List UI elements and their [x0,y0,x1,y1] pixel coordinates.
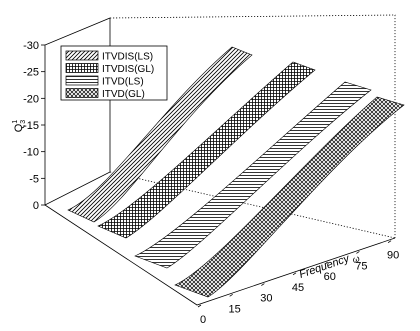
legend-label: ITVD(GL) [102,89,145,100]
frequency-tick-label: 45 [292,282,304,294]
z-tick-label: -5 [29,173,39,185]
surface-itvdgl [174,96,405,298]
frequency-tick-label: 75 [355,260,367,272]
frequency-tick-label: 0 [200,314,206,326]
frequency-tick-label: 15 [229,303,241,315]
legend-label: ITVDIS(LS) [102,52,153,63]
z-axis: -30 -25 -20 -15 -10 -5 0 Q13 [12,40,45,212]
z-tick-label: -20 [23,93,39,105]
frequency-tick-label: 60 [324,271,336,283]
frequency-tick [229,293,233,297]
z-tick-label: -30 [23,40,39,52]
legend-swatch [65,75,99,86]
legend-label: ITVD(LS) [102,77,144,88]
z-tick-label: 0 [33,200,39,212]
surface-itvdls [134,81,372,269]
z-tick-label: -15 [23,120,39,132]
frequency-tick [292,272,297,276]
legend-label: ITVDIS(GL) [102,64,154,75]
legend-swatch [65,88,99,98]
legend: ITVDIS(LS)ITVDIS(GL) ITVD(LS)ITVD(GL) [60,45,168,101]
surface-itvdisgl [97,61,316,239]
frequency-tick [356,251,360,254]
floor-edges [44,204,396,306]
z-tick-label: -25 [23,67,39,79]
frequency-tick [387,240,392,244]
legend-swatch [65,50,99,61]
frequency-tick [324,261,328,265]
legend-swatch [65,63,99,73]
frequency-tick-label: 30 [260,293,272,305]
surface-itvdisls [67,46,253,223]
surfaces [67,46,405,298]
z-axis-label: Q13 [12,120,27,133]
z-tick-label: -10 [23,147,39,159]
frequency-tick [261,283,265,286]
frequency-tick [197,304,202,308]
frequency-tick-label: 90 [387,250,399,262]
